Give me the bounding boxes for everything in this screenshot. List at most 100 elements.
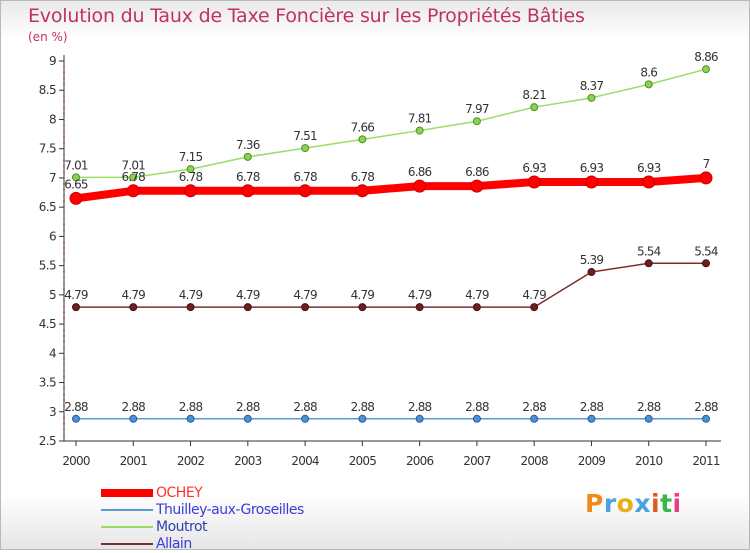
legend-label: Thuilley-aux-Groseilles — [156, 502, 304, 518]
data-point — [415, 414, 424, 423]
logo-letter: t — [660, 489, 673, 518]
series-line-allain — [75, 262, 707, 308]
legend-swatch — [101, 526, 153, 528]
data-point — [69, 191, 83, 205]
x-tick-label: 2010 — [635, 454, 663, 468]
data-label: 4.79 — [408, 288, 432, 302]
data-point — [129, 173, 138, 182]
data-point — [644, 80, 653, 89]
y-tick-label: 9 — [49, 54, 56, 68]
x-tick-label: 2000 — [62, 454, 90, 468]
data-label: 6.65 — [64, 177, 88, 191]
data-label: 8.37 — [580, 79, 604, 93]
data-label: 6.78 — [179, 170, 203, 184]
data-label: 4.79 — [293, 288, 317, 302]
y-tick-label: 7 — [49, 171, 56, 185]
data-label: 7.36 — [236, 138, 260, 152]
data-label: 6.93 — [637, 161, 661, 175]
data-label: 8.21 — [522, 88, 546, 102]
data-label: 7.66 — [351, 120, 375, 134]
data-label: 2.88 — [64, 400, 88, 414]
x-tick-label: 2008 — [521, 454, 549, 468]
data-label: 2.88 — [351, 400, 375, 414]
data-point — [699, 171, 713, 185]
data-label: 2.88 — [293, 400, 317, 414]
y-tick-label: 5 — [49, 288, 56, 302]
data-label: 5.54 — [694, 244, 718, 258]
data-point — [241, 184, 255, 198]
legend-swatch — [101, 489, 153, 497]
y-tick-label: 5.5 — [39, 259, 56, 273]
data-label: 2.88 — [522, 400, 546, 414]
x-tick-label: 2003 — [234, 454, 262, 468]
data-point — [243, 414, 252, 423]
data-point — [644, 414, 653, 423]
data-point — [72, 303, 80, 312]
data-point — [72, 173, 80, 182]
data-point — [243, 303, 252, 312]
logo-letter: o — [616, 489, 635, 518]
x-tick-label: 2006 — [406, 454, 434, 468]
data-point — [587, 268, 596, 277]
y-tick-label: 7.5 — [39, 142, 56, 156]
data-point — [702, 414, 710, 423]
data-label: 5.54 — [637, 244, 661, 258]
data-point — [301, 414, 310, 423]
data-label: 8.6 — [640, 65, 657, 79]
data-point — [301, 303, 310, 312]
data-point — [186, 303, 195, 312]
data-point — [129, 303, 138, 312]
y-tick-label: 8.5 — [39, 83, 56, 97]
data-label: 4.79 — [179, 288, 203, 302]
data-point — [587, 414, 596, 423]
y-tick-label: 3 — [49, 405, 56, 419]
data-label: 4.79 — [465, 288, 489, 302]
logo-letter: i — [651, 489, 661, 518]
data-point — [644, 259, 653, 268]
y-tick-label: 4 — [49, 346, 56, 360]
legend-swatch — [101, 509, 153, 511]
x-tick-label: 2002 — [177, 454, 205, 468]
data-label: 5.39 — [580, 253, 604, 267]
data-point — [126, 184, 140, 198]
y-tick-label: 3.5 — [39, 376, 56, 390]
data-label: 6.78 — [293, 170, 317, 184]
data-point — [530, 303, 539, 312]
series-line-ochey — [72, 173, 710, 203]
data-label: 2.88 — [408, 400, 432, 414]
x-tick-label: 2001 — [120, 454, 148, 468]
data-label: 2.88 — [236, 400, 260, 414]
data-label: 7.97 — [465, 102, 489, 116]
data-point — [530, 414, 539, 423]
data-point — [415, 126, 424, 135]
data-point — [301, 144, 310, 153]
data-label: 7.81 — [408, 112, 432, 126]
legend-swatch — [101, 543, 153, 545]
data-label: 6.93 — [522, 161, 546, 175]
data-label: 7.01 — [64, 158, 88, 172]
logo-letter: i — [672, 489, 682, 518]
data-label: 7.01 — [122, 158, 146, 172]
chart-title: Evolution du Taux de Taxe Foncière sur l… — [28, 5, 585, 27]
x-tick-label: 2004 — [291, 454, 319, 468]
data-point — [358, 303, 367, 312]
data-label: 4.79 — [122, 288, 146, 302]
x-tick-label: 2009 — [578, 454, 606, 468]
data-label: 6.86 — [465, 165, 489, 179]
data-point — [470, 179, 484, 193]
data-label: 4.79 — [522, 288, 546, 302]
data-point — [584, 175, 598, 189]
data-point — [587, 93, 596, 102]
proxiti-logo: Proxiti — [585, 489, 682, 518]
data-label: 6.78 — [236, 170, 260, 184]
data-label: 6.78 — [122, 170, 146, 184]
logo-letter: P — [585, 489, 604, 518]
data-label: 4.79 — [351, 288, 375, 302]
data-point — [184, 184, 198, 198]
data-point — [415, 303, 424, 312]
series-line-moutrot — [75, 68, 707, 179]
data-point — [186, 165, 195, 174]
data-label: 6.86 — [408, 165, 432, 179]
